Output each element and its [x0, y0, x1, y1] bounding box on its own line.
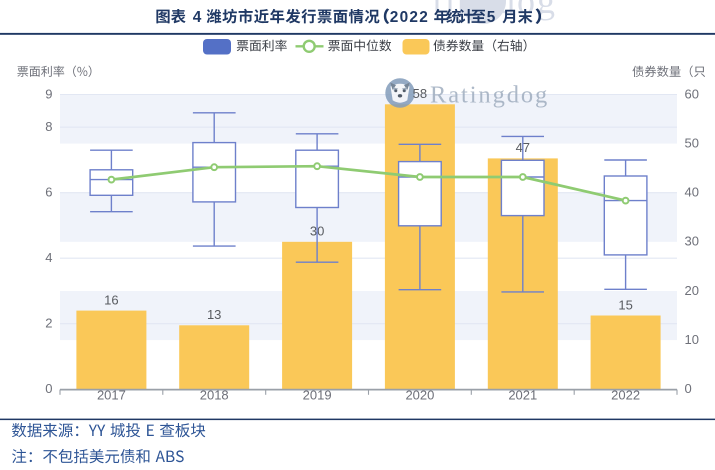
svg-text:16: 16	[104, 292, 118, 307]
svg-text:13: 13	[207, 307, 221, 322]
svg-text:2: 2	[45, 316, 52, 331]
svg-text:40: 40	[685, 185, 699, 200]
svg-text:60: 60	[685, 86, 699, 101]
svg-text:2022: 2022	[390, 9, 429, 26]
svg-text:8: 8	[45, 119, 52, 134]
svg-text:5: 5	[487, 9, 496, 26]
svg-text:15: 15	[618, 297, 632, 312]
svg-text:4: 4	[193, 9, 202, 26]
svg-text:20: 20	[685, 283, 699, 298]
svg-text:2019: 2019	[303, 388, 332, 403]
svg-text:4: 4	[45, 250, 52, 265]
svg-text:2022: 2022	[611, 388, 640, 403]
svg-text:9: 9	[45, 86, 52, 101]
svg-text:2017: 2017	[97, 388, 126, 403]
svg-text:50: 50	[685, 135, 699, 150]
svg-text:30: 30	[685, 234, 699, 249]
svg-text:10: 10	[685, 332, 699, 347]
svg-text:2020: 2020	[405, 388, 434, 403]
svg-text:Ratingdog: Ratingdog	[430, 81, 549, 108]
svg-text:6: 6	[45, 185, 52, 200]
svg-text:0: 0	[685, 381, 692, 396]
svg-text:2021: 2021	[508, 388, 537, 403]
svg-text:0: 0	[45, 381, 52, 396]
svg-text:2018: 2018	[200, 388, 229, 403]
svg-text:58: 58	[413, 86, 427, 101]
